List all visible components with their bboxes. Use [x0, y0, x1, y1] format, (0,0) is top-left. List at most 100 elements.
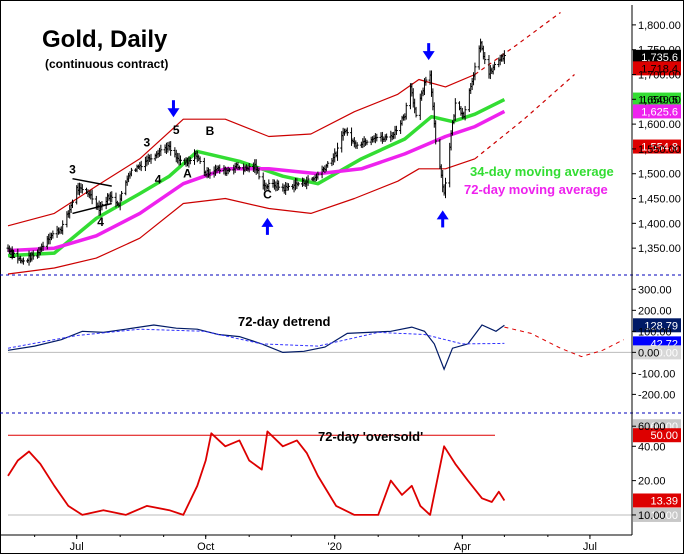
arrow-head — [422, 51, 435, 61]
oversold-tag-bg — [633, 493, 681, 508]
down-arrow-icon — [167, 100, 180, 118]
down-arrow-icon — [422, 43, 435, 61]
detrend-tag-bg — [633, 345, 681, 360]
detrend-tag: 0.00 — [633, 345, 681, 360]
y-tick-label: 10.00 — [638, 510, 666, 522]
arrow-head — [261, 217, 274, 227]
y-tick-label: 1,750.00 — [638, 45, 681, 57]
oversold-panel-title: 72-day 'oversold' — [318, 429, 423, 444]
y-tick-label: 40.00 — [638, 441, 666, 453]
detrend-tag: 128.79 — [633, 318, 681, 333]
ohlc-bar — [198, 156, 202, 164]
ohlc-bar — [21, 257, 25, 265]
ohlc-bar — [394, 125, 398, 135]
grid-layer — [0, 274, 682, 414]
ohlc-bar — [316, 171, 320, 180]
triangle-lower-line — [72, 202, 112, 215]
ohlc-bar — [61, 220, 65, 235]
y-tick-label: 1,700.00 — [638, 70, 681, 82]
ohlc-bar — [80, 184, 84, 194]
x-tick-label: Jul — [583, 541, 597, 553]
x-tick-label: Oct — [197, 541, 214, 553]
ohlc-bar — [493, 61, 497, 71]
ohlc-bar — [336, 142, 340, 161]
y-tick-label: -200.00 — [638, 389, 675, 401]
ohlc-bar — [257, 167, 261, 180]
arrow-head — [167, 108, 180, 118]
y-tick-label: 1,350.00 — [638, 243, 681, 255]
axis-layer: Jul Oct '20 Apr Jul1,800.001,750.001,700.001… — [0, 5, 681, 553]
ohlc-bar — [414, 106, 418, 118]
y-tick-label: -100.00 — [638, 368, 675, 380]
wave-label: 5 — [173, 123, 180, 137]
y-tick-label: 60.00 — [638, 421, 666, 433]
last-price-tag-value: 1,735.6 — [641, 52, 678, 64]
ohlc-bar — [159, 144, 163, 157]
oversold-tag-bg — [633, 428, 681, 443]
ohlc-bar — [31, 250, 35, 260]
y-tick-label: 1,450.00 — [638, 194, 681, 206]
oversold-series — [7, 430, 506, 516]
up-arrow-icon — [261, 217, 274, 235]
main-panel: 1 3 4 3 4 5 A B C 1,735.61,718.4 1,649.51,625.6 1,5… — [6, 12, 681, 275]
y-tick-label: 1,400.00 — [638, 218, 681, 230]
ohlc-bar — [169, 141, 173, 156]
upper-band-tag-bg — [633, 61, 681, 76]
wave-label: A — [183, 167, 192, 181]
ohlc-bar — [90, 189, 94, 205]
detrend-tag-value: 0.00 — [657, 347, 678, 359]
x-tick-label: '20 — [328, 541, 342, 553]
ohlc-bar — [41, 241, 45, 252]
y-tick-label: 1,600.00 — [638, 119, 681, 131]
upper-band-tag: 1,718.4 — [633, 61, 681, 76]
triangle-upper-line — [72, 177, 112, 187]
upper-band-tag-value: 1,718.4 — [641, 63, 678, 75]
ohlc-bar — [277, 180, 281, 191]
ohlc-bar — [228, 168, 232, 173]
ohlc-bar — [434, 120, 438, 145]
ma-tag-value: 1,649.5 — [641, 95, 678, 107]
ohlc-bar — [218, 164, 222, 174]
last-price-tag: 1,735.6 — [633, 49, 681, 64]
ohlc-bar — [444, 177, 448, 199]
ohlc-bar — [463, 105, 467, 121]
ohlc-bar — [267, 179, 271, 191]
y-tick-label: 1,800.00 — [638, 20, 681, 32]
ohlc-bar — [424, 76, 428, 86]
series-upper-band — [7, 73, 476, 227]
last-price-tag-bg — [633, 49, 681, 64]
ohlc-bar — [404, 102, 408, 120]
ohlc-bar — [296, 181, 300, 187]
chart-title: Gold, Daily — [42, 26, 168, 53]
ohlc-bar — [453, 98, 457, 121]
detrend-series-smoothed-detrend — [7, 328, 505, 349]
ohlc-bar — [139, 160, 143, 172]
annotation-34-day: 34-day moving average — [470, 164, 614, 179]
ohlc-bar — [473, 62, 477, 81]
oversold-tag-bg — [633, 507, 681, 522]
series-72-day-moving-average — [7, 109, 506, 253]
ohlc-bar — [149, 153, 153, 164]
ma-tag-value: 1,625.6 — [641, 106, 678, 118]
x-tick-label: Apr — [454, 541, 471, 553]
wave-label: 4 — [155, 173, 162, 187]
ohlc-bar — [345, 127, 349, 136]
price-tag-bg — [633, 139, 681, 154]
detrend-series-detrend — [7, 324, 505, 371]
detrend-tag-value: 128.79 — [644, 320, 678, 332]
y-tick-label: 1,550.00 — [638, 144, 681, 156]
oversold-tag-value: 50.00 — [650, 430, 678, 442]
ohlc-bar — [129, 167, 133, 177]
series-projected-upper-band — [474, 12, 561, 75]
ma-tag: 1,625.6 — [633, 104, 681, 119]
detrend-panel-title: 72-day detrend — [238, 314, 331, 329]
wave-label: 3 — [69, 163, 76, 177]
ma-tag-bg — [633, 104, 681, 119]
ohlc-bar — [355, 142, 359, 149]
oversold-tag: 13.39 — [633, 493, 681, 508]
y-tick-label: 200.00 — [638, 305, 672, 317]
